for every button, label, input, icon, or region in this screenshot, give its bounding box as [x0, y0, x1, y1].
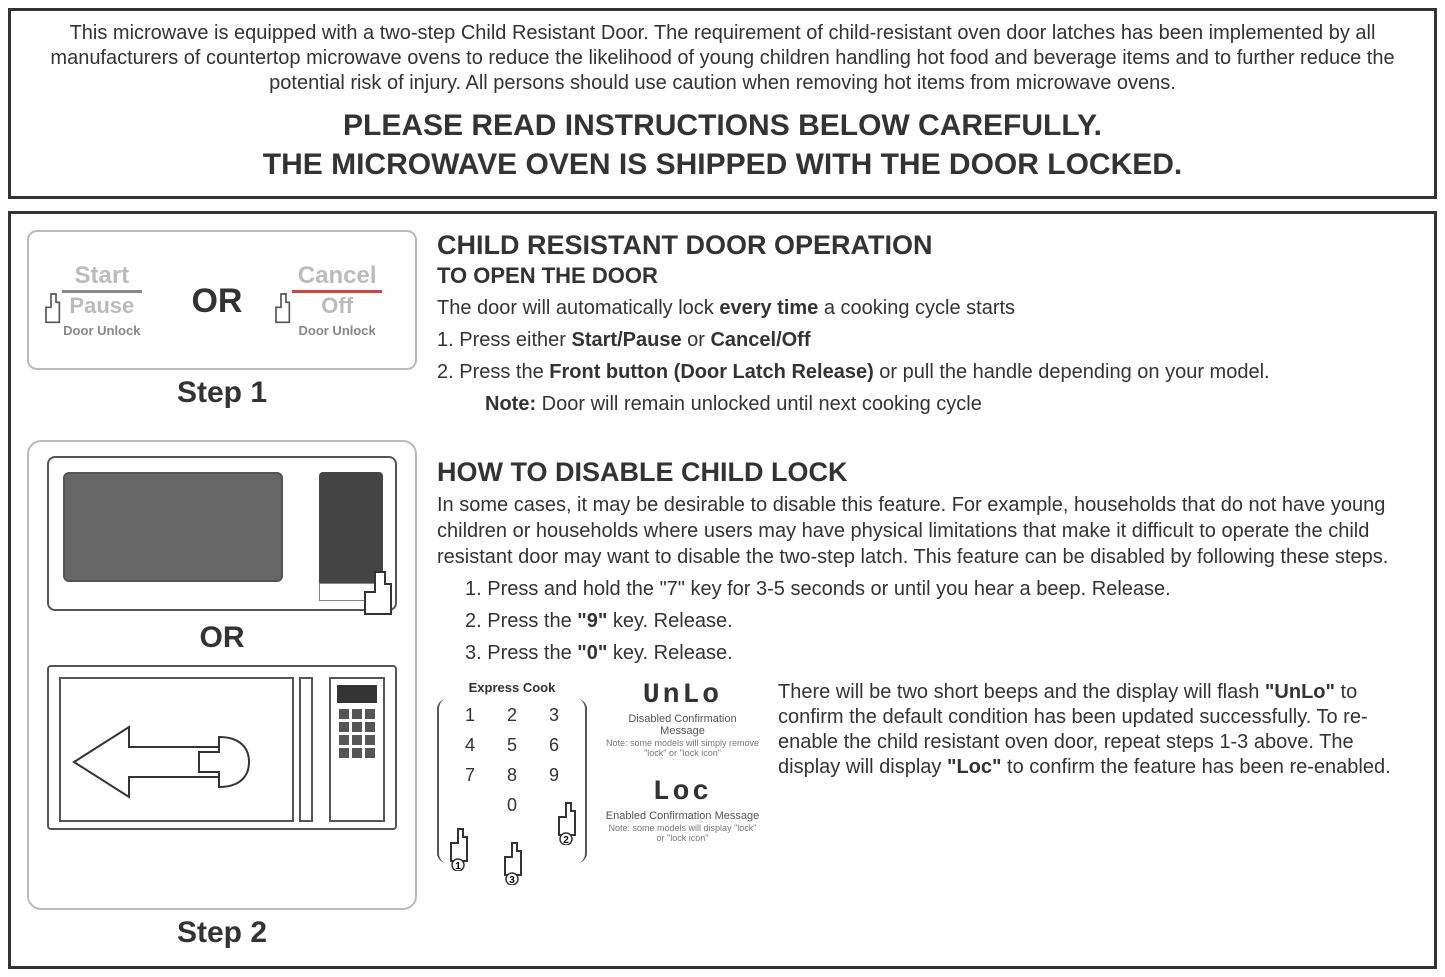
operation-step1: 1. Press either Start/Pause or Cancel/Of… — [437, 327, 1408, 353]
operation-intro: The door will automatically lock every t… — [437, 295, 1408, 321]
right-column: CHILD RESISTANT DOOR OPERATION TO OPEN T… — [437, 230, 1418, 950]
confirmation-displays: UnLo Disabled Confirmation Message Note:… — [605, 680, 760, 844]
disable-result-text: There will be two short beeps and the di… — [778, 680, 1408, 780]
step2-diagram: OR — [27, 440, 417, 910]
key-1: 1 — [453, 705, 487, 733]
text: key. Release. — [607, 610, 732, 632]
header-box: This microwave is equipped with a two-st… — [8, 8, 1437, 199]
text: a cooking cycle starts — [818, 297, 1015, 319]
keypad-diagram: Express Cook 1 2 3 4 5 6 7 8 9 0 — [437, 680, 587, 863]
key-7: 7 — [453, 765, 487, 793]
main-box: Start Pause Door Unlock OR Cancel — [8, 211, 1437, 969]
key-8: 8 — [495, 765, 529, 793]
key-9-bold: "9" — [577, 610, 607, 632]
hand-pointer-3-icon: 3 — [495, 839, 529, 885]
disable-title: HOW TO DISABLE CHILD LOCK — [437, 457, 1408, 488]
microwave-window-icon — [63, 472, 283, 582]
door-unlock-label-b: Door Unlock — [292, 323, 382, 338]
intro-paragraph: This microwave is equipped with a two-st… — [35, 21, 1410, 96]
unlo-display: UnLo — [605, 680, 760, 711]
microwave-control-panel-icon — [329, 677, 385, 822]
door-unlock-label-a: Door Unlock — [62, 323, 142, 338]
disable-step2: 2. Press the "9" key. Release. — [465, 608, 1408, 634]
svg-text:1: 1 — [455, 861, 461, 871]
unlo-label: Disabled Confirmation Message — [605, 713, 760, 737]
start-label: Start — [62, 264, 142, 288]
cancel-label: Cancel — [292, 264, 382, 288]
key-2: 2 — [495, 705, 529, 733]
pressing-hand-icon — [345, 564, 405, 624]
hand-pointer-2-icon: 2 — [549, 799, 583, 845]
key-5: 5 — [495, 735, 529, 763]
note-text: Door will remain unlocked until next coo… — [536, 393, 982, 415]
disable-illustration-row: Express Cook 1 2 3 4 5 6 7 8 9 0 — [437, 680, 1408, 863]
or-label: OR — [191, 282, 242, 321]
text: There will be two short beeps and the di… — [778, 681, 1265, 703]
text: or — [682, 329, 711, 351]
microwave-handle-model — [47, 665, 397, 830]
text: to confirm the feature has been re-enabl… — [1002, 756, 1391, 778]
text: The door will automatically lock — [437, 297, 719, 319]
key-6: 6 — [537, 735, 571, 763]
text: 1. Press either — [437, 329, 572, 351]
step1-label: Step 1 — [27, 376, 417, 410]
left-column: Start Pause Door Unlock OR Cancel — [27, 230, 417, 950]
microwave-button-model — [47, 456, 397, 611]
microwave-handle-icon — [299, 677, 313, 822]
keypad-border: 1 2 3 4 5 6 7 8 9 0 — [437, 699, 587, 863]
grabbing-hand-icon — [199, 737, 249, 787]
text: or pull the handle depending on your mod… — [874, 361, 1270, 383]
off-label: Off — [292, 295, 382, 317]
note-label: Note: — [485, 393, 536, 415]
unlo-note: Note: some models will simply remove "lo… — [605, 739, 760, 759]
operation-note: Note: Door will remain unlocked until ne… — [485, 391, 1408, 417]
headline-line2: THE MICROWAVE OVEN IS SHIPPED WITH THE D… — [263, 148, 1183, 181]
key-3: 3 — [537, 705, 571, 733]
pointing-hand-icon — [264, 289, 298, 329]
front-button-bold: Front button (Door Latch Release) — [549, 361, 873, 383]
text: key. Release. — [607, 642, 732, 664]
cancel-off-button-diagram: Cancel Off Door Unlock — [292, 264, 382, 338]
loc-label: Enabled Confirmation Message — [605, 810, 760, 822]
disable-step3: 3. Press the "0" key. Release. — [465, 640, 1408, 666]
hand-pointer-1-icon: 1 — [441, 825, 475, 871]
text: 3. Press the — [465, 642, 577, 664]
key-0-bold: "0" — [577, 642, 607, 664]
headline: PLEASE READ INSTRUCTIONS BELOW CAREFULLY… — [35, 106, 1410, 184]
disable-step1: 1. Press and hold the "7" key for 3-5 se… — [465, 576, 1408, 602]
pull-arrow-icon — [69, 717, 279, 807]
loc-bold: "Loc" — [947, 756, 1002, 778]
svg-text:2: 2 — [563, 835, 569, 845]
operation-step2: 2. Press the Front button (Door Latch Re… — [437, 359, 1408, 385]
svg-text:3: 3 — [509, 875, 515, 885]
disable-section: HOW TO DISABLE CHILD LOCK In some cases,… — [437, 457, 1408, 863]
text: 2. Press the — [465, 610, 577, 632]
cancel-off-bold: Cancel/Off — [710, 329, 810, 351]
start-pause-bold: Start/Pause — [572, 329, 682, 351]
step1-diagram: Start Pause Door Unlock OR Cancel — [27, 230, 417, 370]
key-0: 0 — [495, 795, 529, 823]
text: 2. Press the — [437, 361, 549, 383]
key-9: 9 — [537, 765, 571, 793]
operation-title: CHILD RESISTANT DOOR OPERATION — [437, 230, 1408, 261]
start-pause-button-diagram: Start Pause Door Unlock — [62, 264, 142, 338]
disable-intro: In some cases, it may be desirable to di… — [437, 492, 1408, 570]
unlo-bold: "UnLo" — [1265, 681, 1335, 703]
loc-display: Loc — [605, 777, 760, 808]
pointing-hand-icon — [34, 289, 68, 329]
loc-note: Note: some models will display "lock" or… — [605, 824, 760, 844]
headline-line1: PLEASE READ INSTRUCTIONS BELOW CAREFULLY… — [343, 109, 1102, 142]
operation-subtitle: TO OPEN THE DOOR — [437, 263, 1408, 289]
step2-label: Step 2 — [27, 916, 417, 950]
or-label-step2: OR — [47, 621, 397, 655]
key-4: 4 — [453, 735, 487, 763]
pause-label: Pause — [62, 295, 142, 317]
every-time-bold: every time — [719, 297, 818, 319]
express-cook-label: Express Cook — [437, 680, 587, 695]
